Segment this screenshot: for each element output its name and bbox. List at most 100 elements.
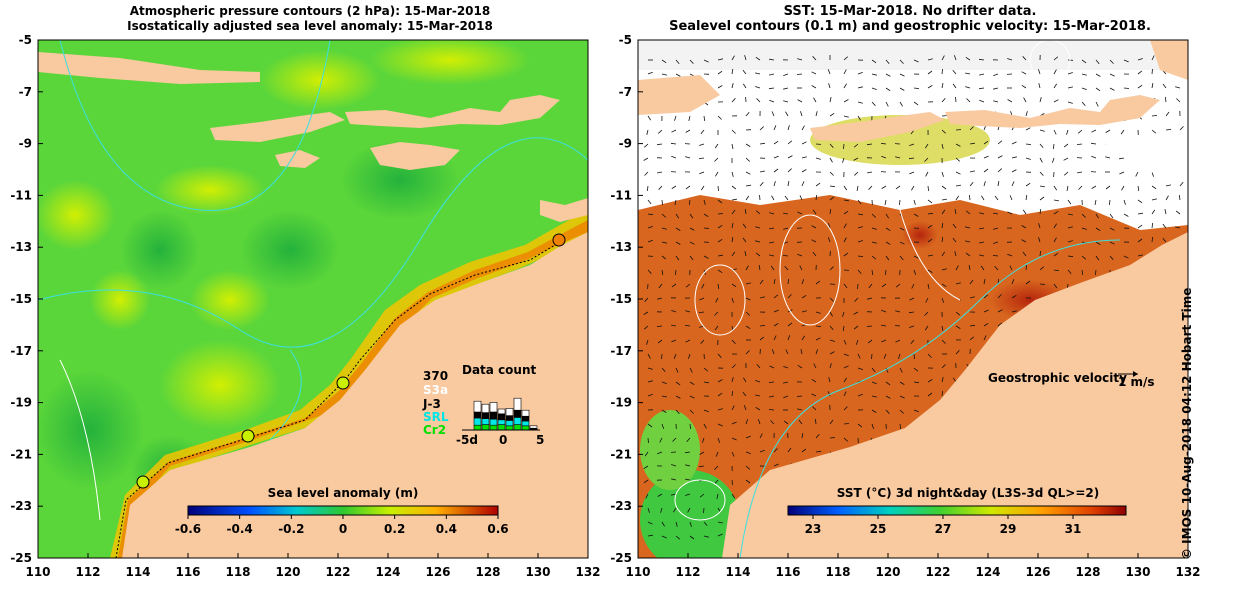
velocity-arrow: [1039, 250, 1041, 257]
velocity-arrow: [952, 83, 957, 89]
velocity-arrow: [647, 71, 653, 75]
velocity-arrow: [670, 142, 677, 145]
right-y-tick-label: -15: [610, 292, 632, 306]
velocity-arrow: [731, 223, 734, 229]
velocity-arrow: [828, 223, 831, 229]
velocity-arrow: [1064, 171, 1069, 176]
velocity-arrow: [699, 465, 705, 468]
sla-high-anomaly: [160, 340, 280, 430]
velocity-arrow: [758, 265, 761, 271]
velocity-arrow: [815, 111, 818, 117]
velocity-arrow: [1109, 241, 1115, 245]
velocity-arrow: [941, 268, 947, 271]
pressure-contour: [38, 137, 588, 348]
data-count-tick: 0: [499, 433, 507, 447]
velocity-arrow: [700, 339, 705, 344]
velocity-arrow: [643, 479, 649, 484]
velocity-arrow: [685, 339, 691, 343]
velocity-arrow: [913, 269, 917, 275]
left-y-tick-label: -5: [19, 33, 32, 47]
data-count-bar-segment: [481, 412, 490, 419]
sealevel-contour: [779, 214, 841, 326]
left-y-tick-label: -15: [10, 292, 32, 306]
velocity-arrow: [1151, 236, 1153, 243]
left-panel-title: Atmospheric pressure contours (2 hPa): 1…: [60, 4, 560, 34]
velocity-arrow: [759, 449, 765, 453]
sealevel-contour: [899, 209, 961, 301]
velocity-arrow: [941, 377, 944, 383]
data-count-bar-segment: [497, 413, 506, 421]
velocity-arrow: [1151, 171, 1154, 177]
velocity-arrow: [952, 223, 957, 229]
velocity-arrow: [643, 157, 649, 161]
velocity-arrow: [689, 241, 695, 245]
velocity-arrow: [868, 185, 873, 190]
velocity-arrow: [881, 142, 887, 145]
velocity-arrow: [979, 212, 985, 215]
pressure-contour: [59, 359, 101, 521]
velocity-arrow: [913, 59, 919, 63]
velocity-arrow: [857, 199, 862, 205]
velocity-arrow: [755, 240, 761, 243]
velocity-arrow: [871, 409, 877, 413]
velocity-arrow: [1162, 83, 1167, 89]
velocity-arrow: [1081, 213, 1086, 218]
left-x-tick-label: 122: [325, 565, 350, 579]
velocity-arrow: [755, 210, 761, 215]
velocity-arrow: [644, 171, 649, 176]
velocity-arrow: [687, 507, 691, 513]
velocity-arrow: [797, 211, 803, 215]
velocity-arrow: [675, 59, 680, 65]
velocity-arrow: [647, 534, 653, 537]
velocity-arrow: [759, 336, 765, 341]
velocity-arrow: [866, 325, 873, 327]
velocity-arrow: [773, 309, 779, 313]
velocity-arrow: [969, 126, 974, 131]
velocity-arrow: [993, 212, 999, 215]
velocity-arrow: [703, 367, 709, 372]
velocity-arrow: [997, 309, 1003, 313]
velocity-arrow: [1067, 86, 1073, 89]
velocity-arrow: [871, 73, 877, 76]
sla-low-anomaly: [38, 370, 145, 490]
data-count-bar-segment: [497, 419, 506, 425]
data-count-bar-segment: [521, 420, 530, 427]
velocity-arrow: [867, 297, 873, 300]
velocity-arrow: [745, 451, 751, 454]
velocity-arrow: [857, 255, 864, 257]
velocity-arrow: [908, 157, 915, 160]
island-land: [1150, 40, 1188, 80]
velocity-arrow: [745, 111, 750, 117]
velocity-arrow: [815, 349, 818, 355]
velocity-arrow: [783, 366, 789, 369]
velocity-arrow: [871, 381, 877, 385]
velocity-arrow: [1025, 182, 1031, 187]
velocity-arrow: [742, 83, 747, 89]
velocity-arrow: [798, 419, 803, 425]
velocity-arrow: [871, 59, 877, 64]
velocity-arrow: [685, 464, 691, 467]
velocity-arrow: [689, 521, 692, 527]
velocity-arrow: [881, 339, 887, 343]
left-x-tick-label: 124: [375, 565, 400, 579]
velocity-arrow: [745, 195, 750, 201]
velocity-arrow: [983, 181, 986, 187]
velocity-arrow: [703, 381, 709, 384]
velocity-arrow: [899, 423, 901, 430]
sla-high-anomaly: [190, 270, 270, 330]
velocity-arrow: [1022, 209, 1027, 215]
velocity-arrow: [829, 143, 834, 148]
sla-high-anomaly: [38, 180, 115, 250]
velocity-arrow: [1078, 185, 1083, 190]
velocity-arrow: [797, 408, 803, 411]
velocity-arrow: [925, 297, 929, 303]
velocity-arrow: [979, 254, 985, 257]
velocity-arrow: [1164, 209, 1167, 215]
velocity-arrow: [783, 212, 789, 215]
java-land: [38, 52, 260, 84]
velocity-arrow: [689, 367, 693, 373]
velocity-arrow: [1021, 239, 1027, 243]
velocity-arrow: [1109, 73, 1115, 77]
velocity-arrow: [913, 381, 919, 384]
velocity-arrow: [871, 255, 877, 260]
